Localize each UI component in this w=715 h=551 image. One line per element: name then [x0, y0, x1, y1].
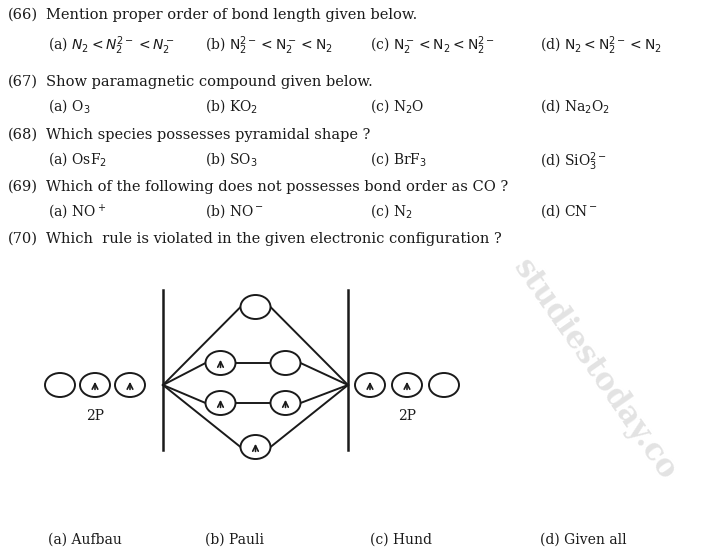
Text: (d) Given all: (d) Given all — [540, 533, 626, 547]
Text: Which  rule is violated in the given electronic configuration ?: Which rule is violated in the given elec… — [46, 232, 502, 246]
Text: (c) Hund: (c) Hund — [370, 533, 432, 547]
Text: Which species possesses pyramidal shape ?: Which species possesses pyramidal shape … — [46, 128, 370, 142]
Ellipse shape — [392, 373, 422, 397]
Text: (a) $N_2 < N_2^{2-} < N_2^-$: (a) $N_2 < N_2^{2-} < N_2^-$ — [48, 34, 174, 57]
Text: Which of the following does not possesses bond order as CO ?: Which of the following does not possesse… — [46, 180, 508, 194]
Text: studiestoday.co: studiestoday.co — [507, 253, 683, 487]
Text: (b) SO$_3$: (b) SO$_3$ — [205, 150, 257, 168]
Ellipse shape — [80, 373, 110, 397]
Text: Mention proper order of bond length given below.: Mention proper order of bond length give… — [46, 8, 418, 22]
Text: (c) $\mathrm{N}_2^- < \mathrm{N}_2 < \mathrm{N}_2^{2-}$: (c) $\mathrm{N}_2^- < \mathrm{N}_2 < \ma… — [370, 34, 495, 57]
Text: (d) $\mathrm{N}_2 < \mathrm{N}_2^{2-} < \mathrm{N}_2$: (d) $\mathrm{N}_2 < \mathrm{N}_2^{2-} < … — [540, 34, 662, 57]
Text: (68): (68) — [8, 128, 38, 142]
Text: (c) BrF$_3$: (c) BrF$_3$ — [370, 150, 427, 168]
Text: Show paramagnetic compound given below.: Show paramagnetic compound given below. — [46, 75, 373, 89]
Text: (b) Pauli: (b) Pauli — [205, 533, 264, 547]
Ellipse shape — [429, 373, 459, 397]
Text: (c) N$_2$O: (c) N$_2$O — [370, 97, 425, 115]
Ellipse shape — [205, 351, 235, 375]
Text: 2P: 2P — [398, 409, 416, 423]
Text: (67): (67) — [8, 75, 38, 89]
Ellipse shape — [240, 295, 270, 319]
Text: (b) NO$^-$: (b) NO$^-$ — [205, 202, 264, 220]
Text: (a) OsF$_2$: (a) OsF$_2$ — [48, 150, 107, 168]
Ellipse shape — [205, 391, 235, 415]
Text: (c) N$_2$: (c) N$_2$ — [370, 202, 413, 220]
Ellipse shape — [115, 373, 145, 397]
Text: (66): (66) — [8, 8, 38, 22]
Ellipse shape — [270, 391, 300, 415]
Text: (a) NO$^+$: (a) NO$^+$ — [48, 202, 106, 221]
Text: (d) Na$_2$O$_2$: (d) Na$_2$O$_2$ — [540, 97, 610, 115]
Ellipse shape — [270, 351, 300, 375]
Ellipse shape — [355, 373, 385, 397]
Text: (a) Aufbau: (a) Aufbau — [48, 533, 122, 547]
Ellipse shape — [45, 373, 75, 397]
Ellipse shape — [240, 435, 270, 459]
Text: (a) O$_3$: (a) O$_3$ — [48, 97, 90, 115]
Text: (69): (69) — [8, 180, 38, 194]
Text: (b) $\mathrm{N}_2^{2-} < \mathrm{N}_2^- < \mathrm{N}_2$: (b) $\mathrm{N}_2^{2-} < \mathrm{N}_2^- … — [205, 34, 332, 57]
Text: (70): (70) — [8, 232, 38, 246]
Text: (d) CN$^-$: (d) CN$^-$ — [540, 202, 598, 220]
Text: (d) SiO$_3^{2-}$: (d) SiO$_3^{2-}$ — [540, 150, 607, 172]
Text: 2P: 2P — [86, 409, 104, 423]
Text: (b) KO$_2$: (b) KO$_2$ — [205, 97, 258, 115]
